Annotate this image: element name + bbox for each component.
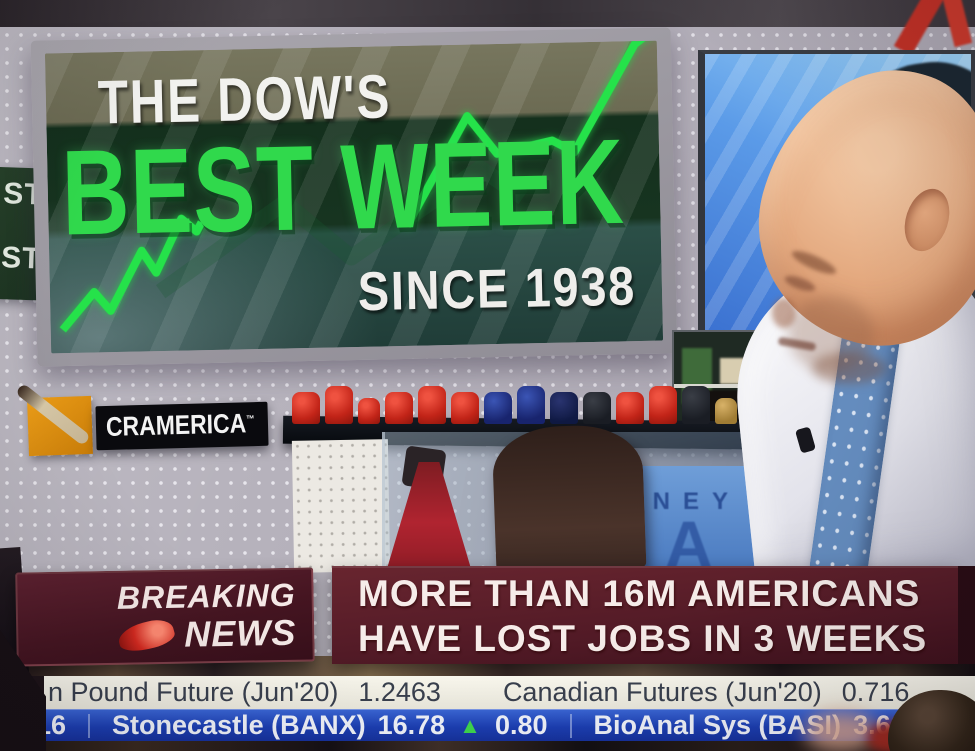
cramerica-trademark: ™ [245,414,255,426]
screen-panel: THE DOW'S BEST WEEK SINCE 1938 [44,40,664,354]
ceiling-strip [0,0,975,27]
ticker-separator [88,713,91,738]
host-neck-shadow [812,352,886,384]
ticker-label: n Pound Future (Jun'20) [48,677,339,707]
bull-figurine [616,392,644,424]
ticker-item: Canadian Futures (Jun'20) 0.716 [503,677,909,708]
host-nose [772,298,796,328]
ticker-value: 1.2463 [358,677,441,707]
ticker-label: Stonecastle (BANX) [112,710,366,740]
bull-figurine [325,386,353,424]
ticker-value: 16.78 [377,710,446,740]
breaking-news-comet-icon [115,615,177,656]
prop-shelf-line [674,384,790,388]
bear-figurine [517,386,545,424]
bear-figurine [484,392,512,424]
tan-figurine [715,398,737,424]
host-jaw-shadow [788,296,874,372]
news-label: NEWS [183,611,297,655]
ticker-change: 0.80 [494,710,548,740]
bull-figurine [418,386,446,424]
bull-figurine [451,392,479,424]
dark-figurine [583,392,611,424]
ticker-item: Stonecastle (BANX) 16.78 ▲ 0.80 [112,710,547,741]
ticker-value: 0.716 [841,677,910,707]
dark-figurine [682,386,710,424]
desk-chair [491,423,647,575]
bull-figurine [358,398,380,424]
bull-figurine [292,392,320,424]
ticker-label: Canadian Futures (Jun'20) [502,677,822,707]
bull-figurine [385,392,413,424]
cramerica-sign: CRAMERICA™ [95,401,269,451]
breaking-label: BREAKING [116,576,296,616]
ticker-separator [569,713,572,738]
bottom-studio-strip [0,741,975,751]
ticker-item: n Pound Future (Jun'20) 1.2463 [48,677,441,708]
big-studio-screen: THE DOW'S BEST WEEK SINCE 1938 [30,27,678,367]
white-pegboard-panel [291,439,391,573]
screen-title-line2: BEST WEEK [60,114,626,261]
breaking-news-badge: BREAKING NEWS [15,567,315,667]
cramerica-text: CRAMERICA [105,408,247,442]
headline-line1: MORE THAN 16M AMERICANS [358,573,921,614]
futures-ticker-row: n Pound Future (Jun'20) 1.2463 Canadian … [44,676,975,709]
ticker-label: BioAnal Sys (BASI) [593,710,842,740]
bull-figurine [649,386,677,424]
headline-banner: MORE THAN 16M AMERICANS HAVE LOST JOBS I… [332,566,958,664]
foreground-hand-blur [804,712,878,751]
banner-edge [958,566,975,664]
up-arrow-icon: ▲ [459,712,481,738]
bear-figurine [550,392,578,424]
stock-chart-graphic [59,40,659,333]
headline-line2: HAVE LOST JOBS IN 3 WEEKS [358,618,928,659]
screen-title-line3: SINCE 1938 [357,256,637,323]
